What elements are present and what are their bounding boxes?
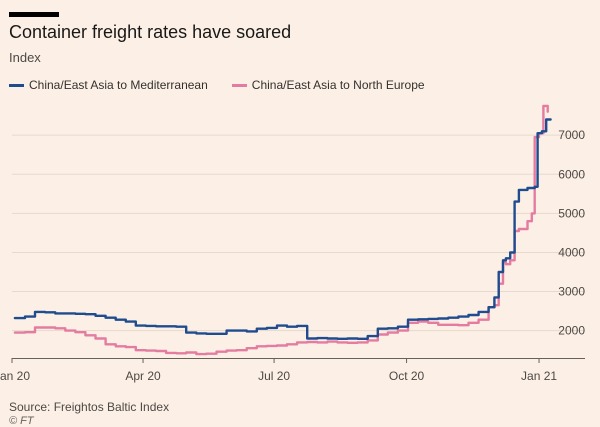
x-tick-label-1: Apr 20 bbox=[125, 369, 161, 383]
grid-lines bbox=[12, 134, 585, 332]
top-rule bbox=[9, 12, 59, 17]
ft-credit: © FT bbox=[9, 415, 34, 427]
x-tick-label-3: Oct 20 bbox=[389, 369, 425, 383]
legend-item-mediterranean: China/East Asia to Mediterranean bbox=[9, 78, 208, 92]
series-line-mediterranean bbox=[13, 118, 552, 340]
legend-item-north-europe: China/East Asia to North Europe bbox=[231, 78, 425, 92]
y-tick-label-3000: 3000 bbox=[558, 285, 585, 299]
series-lines bbox=[13, 104, 552, 356]
x-axis-ticks: Jan 20 Apr 20 Jul 20 Oct 20 Jan 21 bbox=[0, 358, 557, 383]
y-tick-label-7000: 7000 bbox=[558, 128, 585, 142]
x-tick-label-4: Jan 21 bbox=[521, 369, 557, 383]
legend-swatch-north-europe bbox=[231, 83, 247, 87]
y-tick-label-5000: 5000 bbox=[558, 206, 585, 220]
legend-label-north-europe: China/East Asia to North Europe bbox=[251, 78, 425, 92]
chart-title: Container freight rates have soared bbox=[9, 22, 292, 42]
y-tick-label-2000: 2000 bbox=[558, 324, 585, 338]
y-axis-ticks: 2000 3000 4000 5000 6000 7000 bbox=[558, 128, 585, 337]
y-tick-label-6000: 6000 bbox=[558, 167, 585, 181]
chart-subtitle: Index bbox=[9, 50, 41, 65]
legend-swatch-mediterranean bbox=[9, 83, 24, 87]
legend-label-mediterranean: China/East Asia to Mediterranean bbox=[29, 78, 208, 92]
x-tick-label-0: Jan 20 bbox=[0, 369, 30, 383]
legend: China/East Asia to Mediterranean China/E… bbox=[9, 78, 449, 92]
x-tick-label-2: Jul 20 bbox=[258, 369, 290, 383]
y-tick-label-4000: 4000 bbox=[558, 245, 585, 259]
source-note: Source: Freightos Baltic Index bbox=[9, 400, 170, 414]
